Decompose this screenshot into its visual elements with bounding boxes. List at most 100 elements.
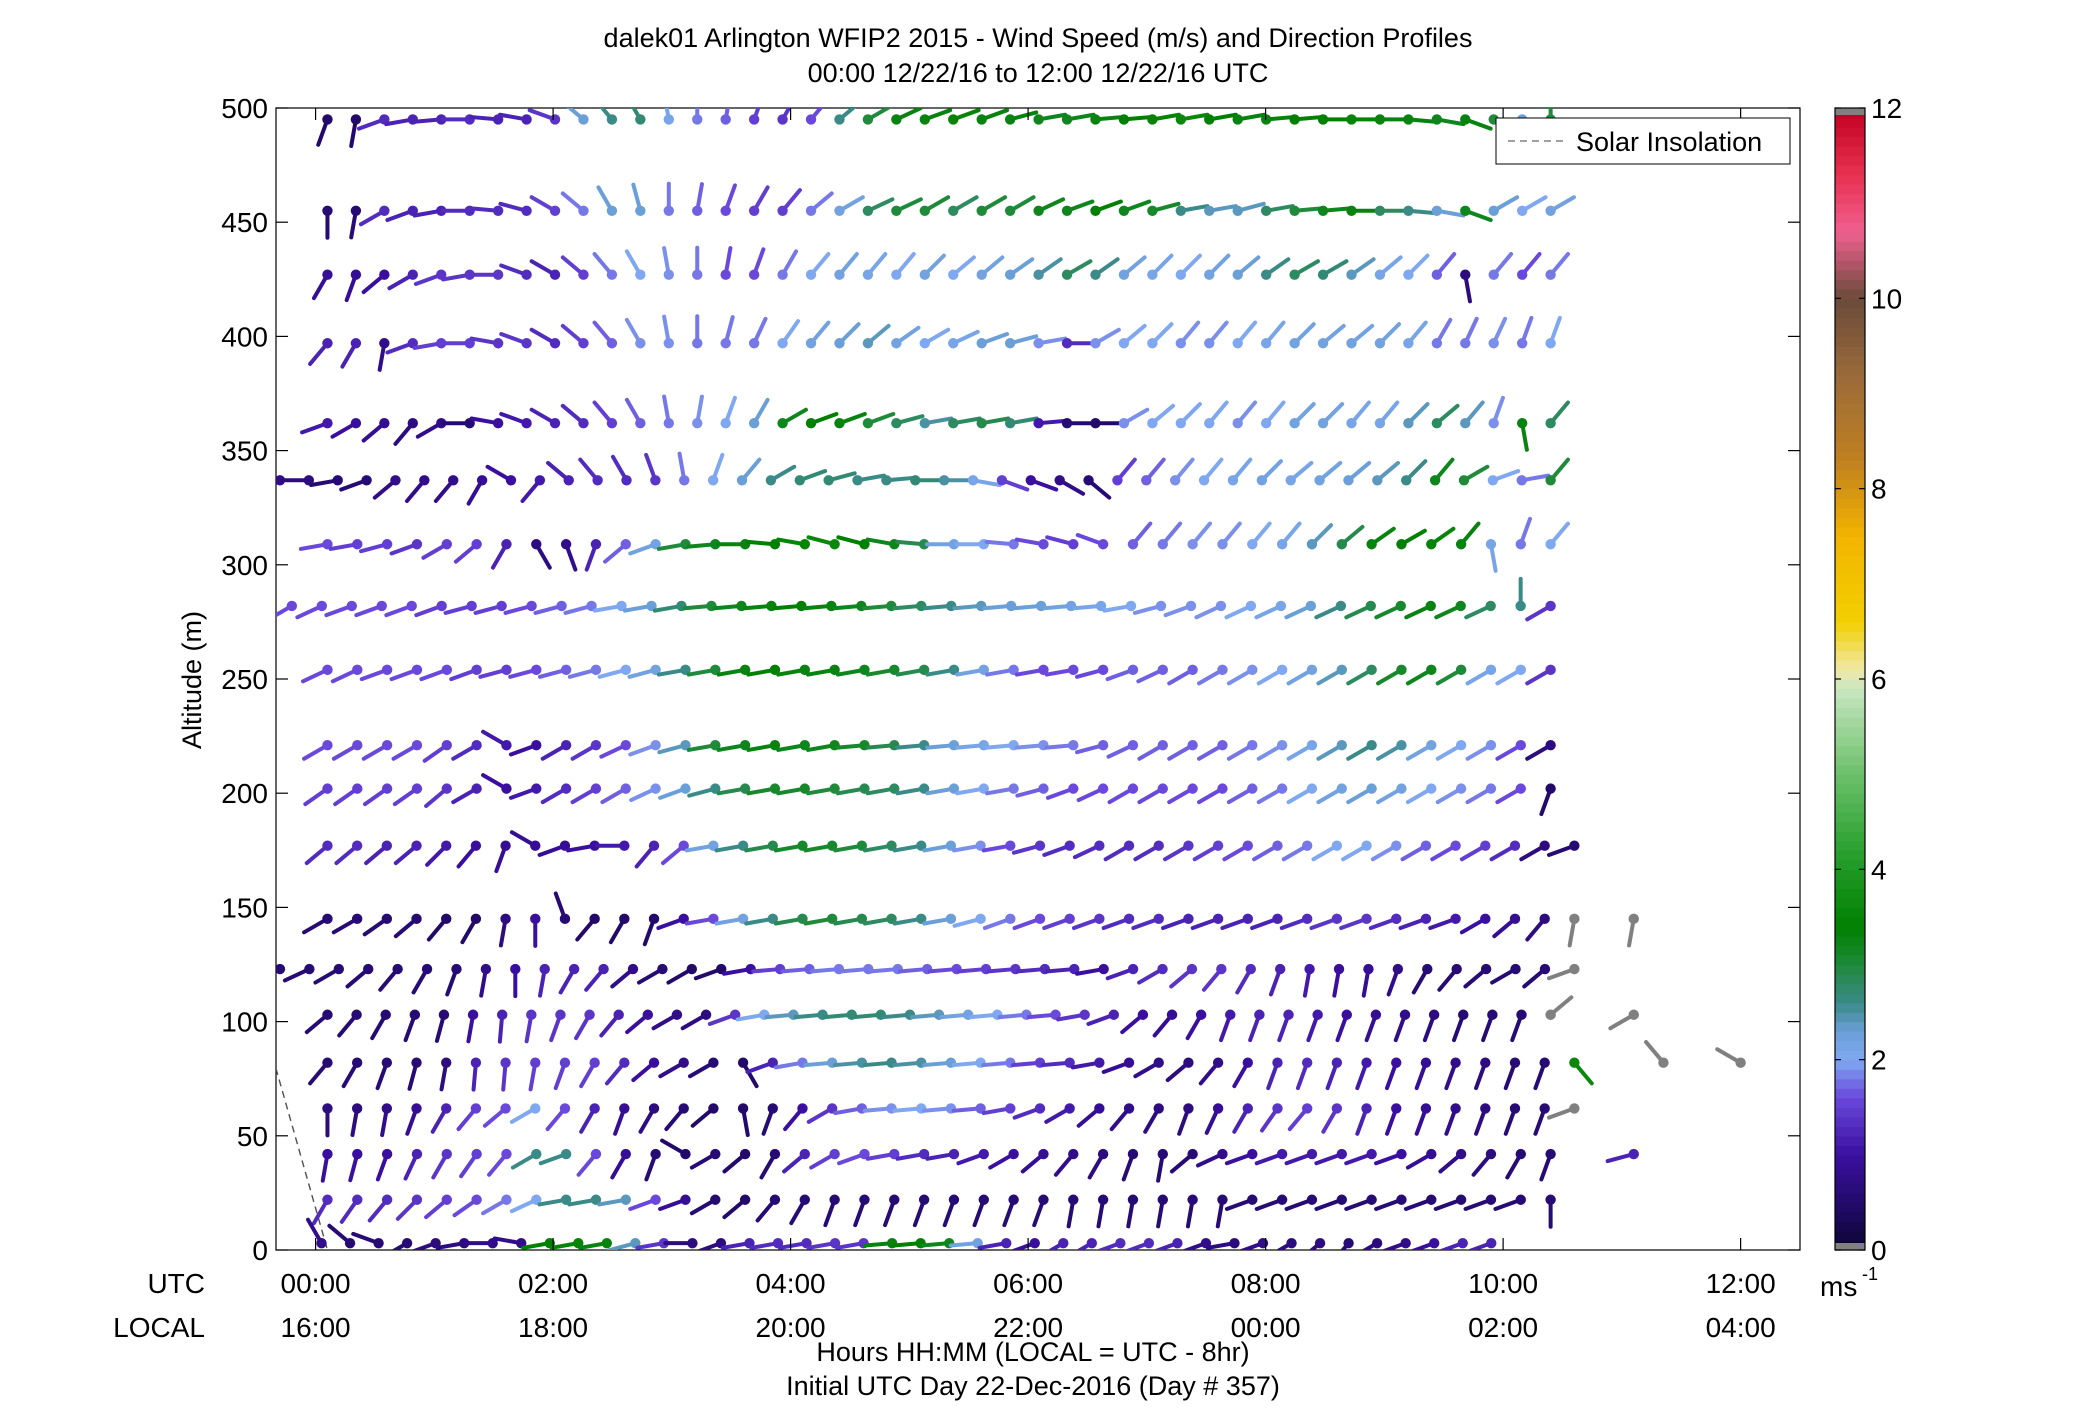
wind-barb-point bbox=[797, 1103, 808, 1114]
colorbar-segment bbox=[1835, 374, 1865, 385]
wind-barb-point bbox=[1272, 1057, 1283, 1068]
wind-barb-point bbox=[350, 338, 362, 349]
wind-barb-point bbox=[480, 963, 492, 975]
wind-barb-point bbox=[678, 1057, 689, 1068]
wind-barb-point bbox=[1485, 740, 1497, 751]
wind-barb-point bbox=[1516, 205, 1528, 216]
colorbar-segment bbox=[1835, 974, 1865, 985]
wind-barb-point bbox=[767, 840, 778, 851]
wind-barb-point bbox=[448, 475, 459, 486]
wind-barb-point bbox=[501, 783, 512, 794]
x-tick-label-utc: 06:00 bbox=[993, 1268, 1063, 1299]
colorbar-segment bbox=[1835, 612, 1865, 623]
wind-barb-point bbox=[918, 1194, 930, 1205]
wind-barb-point bbox=[419, 475, 430, 486]
wind-barb-point bbox=[1029, 1237, 1040, 1249]
wind-barb-point bbox=[687, 1237, 698, 1249]
x-tick-label-local: 20:00 bbox=[756, 1312, 826, 1343]
wind-barb-point bbox=[1317, 338, 1329, 349]
wind-barb-point bbox=[769, 1148, 781, 1160]
colorbar-tick-label: 4 bbox=[1871, 854, 1887, 885]
wind-barb-point bbox=[826, 913, 838, 925]
wind-barb-point bbox=[769, 740, 781, 751]
y-tick-label: 300 bbox=[221, 550, 268, 581]
wind-barb-point bbox=[1097, 1194, 1109, 1205]
wind-barb-point bbox=[409, 1009, 421, 1020]
colorbar-segment bbox=[1835, 726, 1865, 737]
colorbar-segment bbox=[1835, 184, 1865, 195]
colorbar-segment bbox=[1835, 1107, 1865, 1118]
wind-barb-point bbox=[945, 840, 957, 851]
wind-barb-point bbox=[834, 205, 845, 216]
wind-barb-point bbox=[381, 1103, 393, 1114]
colorbar-segment bbox=[1835, 1097, 1865, 1108]
wind-barb-point bbox=[530, 840, 541, 851]
colorbar-segment bbox=[1835, 507, 1865, 518]
wind-barb-point bbox=[1545, 1194, 1556, 1205]
colorbar-segment bbox=[1835, 964, 1865, 975]
wind-barb-point bbox=[1153, 840, 1164, 851]
colorbar-segment bbox=[1835, 526, 1865, 537]
wind-barb-point bbox=[1458, 475, 1470, 486]
colorbar-segment bbox=[1835, 1126, 1865, 1137]
wind-barb-point bbox=[590, 740, 602, 751]
wind-barb-point bbox=[1488, 205, 1499, 216]
wind-barb-point bbox=[1097, 740, 1109, 751]
wind-barb-point bbox=[720, 114, 731, 125]
wind-barb-point bbox=[1143, 1237, 1155, 1249]
wind-barb-point bbox=[1539, 1057, 1550, 1068]
wind-barb-point bbox=[938, 475, 950, 486]
wind-barb-point bbox=[352, 539, 363, 550]
wind-barb-point bbox=[322, 1057, 333, 1068]
wind-barb-point bbox=[1242, 1103, 1253, 1114]
wind-barb-point bbox=[948, 114, 959, 125]
wind-barb-point bbox=[1186, 963, 1198, 975]
legend-entry-solar-insolation: Solar Insolation bbox=[1576, 127, 1762, 157]
colorbar-segment bbox=[1835, 1002, 1865, 1013]
wind-barb-point bbox=[918, 1148, 930, 1160]
wind-barb-point bbox=[737, 1103, 749, 1114]
wind-barb-point bbox=[1276, 539, 1288, 550]
wind-barb-point bbox=[322, 840, 333, 851]
wind-barb-point bbox=[657, 963, 668, 975]
wind-barb-point bbox=[975, 840, 986, 851]
x-tick-label-utc: 02:00 bbox=[518, 1268, 588, 1299]
wind-barb-point bbox=[834, 417, 845, 429]
colorbar-segment bbox=[1835, 764, 1865, 775]
wind-barb-point bbox=[945, 913, 957, 925]
wind-barb-point bbox=[729, 1009, 741, 1020]
wind-barb-point bbox=[1169, 475, 1181, 486]
wind-barb-point bbox=[1346, 417, 1357, 429]
colorbar-segment bbox=[1835, 631, 1865, 642]
colorbar-segment bbox=[1835, 602, 1865, 613]
colorbar-segment bbox=[1835, 583, 1865, 594]
wind-barb-point bbox=[710, 539, 721, 550]
wind-barb-point bbox=[501, 664, 512, 676]
wind-barb-point bbox=[948, 664, 960, 676]
wind-barb-point bbox=[1245, 963, 1256, 975]
x-tick-label-local: 00:00 bbox=[1231, 1312, 1301, 1343]
wind-barb-point bbox=[1304, 963, 1315, 975]
wind-barb-point bbox=[748, 417, 760, 429]
wind-barb-point bbox=[1509, 913, 1521, 925]
wind-barb-point bbox=[1187, 1148, 1198, 1160]
wind-barb-point bbox=[322, 913, 333, 925]
colorbar-segment bbox=[1835, 1031, 1865, 1042]
wind-barb-point bbox=[411, 840, 422, 851]
wind-barb-point bbox=[680, 1194, 691, 1205]
wind-barb-point bbox=[586, 600, 597, 612]
y-axis: 0 50 100 150 200 250 300 350 400 450 500 bbox=[221, 93, 1800, 1266]
chart-subtitle: 00:00 12/22/16 to 12:00 12/22/16 UTC bbox=[808, 58, 1269, 88]
colorbar-segment bbox=[1835, 659, 1865, 671]
wind-barb-point bbox=[1455, 1194, 1467, 1205]
wind-barb-point bbox=[322, 114, 333, 125]
wind-barb-point bbox=[1127, 1194, 1139, 1205]
wind-barb-point bbox=[797, 840, 808, 851]
wind-barb-point bbox=[496, 1009, 508, 1020]
wind-barb-point bbox=[1004, 269, 1016, 280]
wind-barb-point bbox=[589, 1057, 600, 1068]
wind-barb-point bbox=[578, 417, 589, 429]
colorbar-segment bbox=[1835, 755, 1865, 766]
wind-barb-point bbox=[620, 1194, 631, 1205]
wind-barb-point bbox=[590, 1194, 602, 1205]
